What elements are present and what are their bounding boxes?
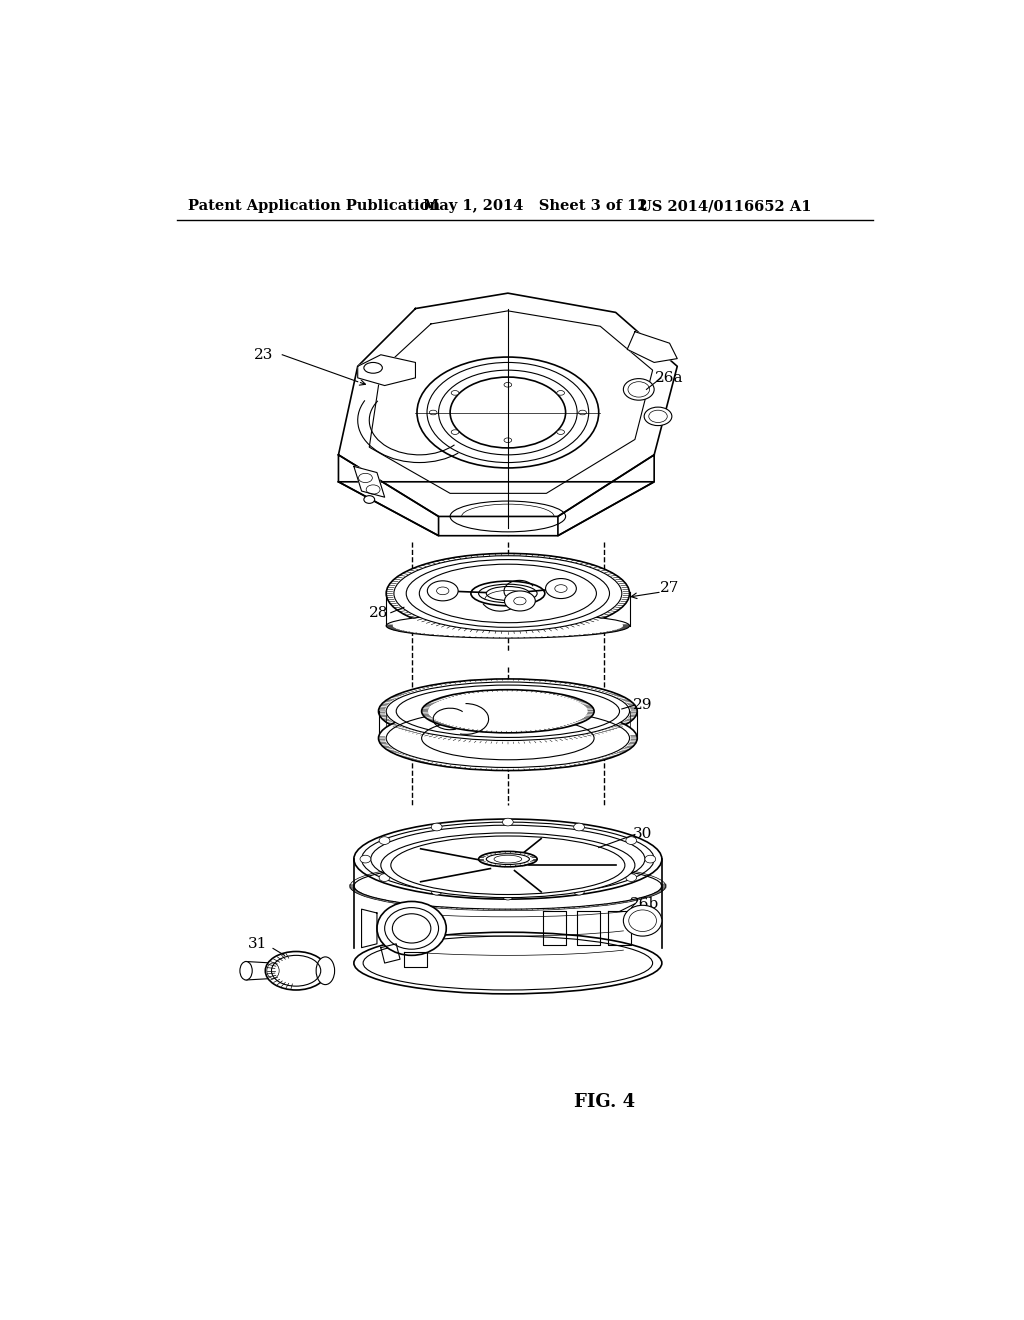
Ellipse shape (573, 887, 585, 895)
Ellipse shape (432, 583, 454, 598)
Text: 29: 29 (633, 698, 652, 711)
Text: 28: 28 (369, 606, 388, 619)
Ellipse shape (471, 581, 545, 606)
Polygon shape (246, 961, 273, 979)
Text: FIG. 4: FIG. 4 (573, 1093, 635, 1110)
Ellipse shape (431, 824, 442, 830)
Ellipse shape (486, 854, 529, 865)
Text: 26b: 26b (631, 896, 659, 911)
Ellipse shape (354, 932, 662, 994)
Ellipse shape (451, 378, 565, 447)
Ellipse shape (422, 689, 594, 733)
Ellipse shape (316, 957, 335, 985)
Ellipse shape (557, 430, 564, 434)
Ellipse shape (379, 678, 637, 743)
Polygon shape (357, 355, 416, 385)
Text: US 2014/0116652 A1: US 2014/0116652 A1 (639, 199, 811, 213)
Ellipse shape (364, 363, 382, 374)
Ellipse shape (386, 682, 630, 741)
Text: 16: 16 (440, 711, 460, 726)
Ellipse shape (386, 614, 630, 638)
Ellipse shape (626, 874, 637, 882)
Ellipse shape (503, 892, 513, 900)
Ellipse shape (546, 578, 577, 598)
Polygon shape (354, 466, 385, 498)
Ellipse shape (379, 837, 390, 845)
Ellipse shape (354, 818, 662, 899)
Ellipse shape (265, 952, 327, 990)
Ellipse shape (509, 594, 530, 609)
Ellipse shape (364, 495, 375, 503)
Text: 23: 23 (254, 347, 273, 362)
Polygon shape (339, 482, 654, 536)
Ellipse shape (557, 391, 564, 395)
Ellipse shape (624, 379, 654, 400)
Polygon shape (339, 455, 438, 536)
Ellipse shape (394, 556, 622, 631)
Text: Patent Application Publication: Patent Application Publication (188, 199, 440, 213)
Text: 31: 31 (248, 937, 267, 950)
Ellipse shape (478, 851, 538, 867)
Ellipse shape (386, 553, 630, 634)
Ellipse shape (417, 358, 599, 467)
Ellipse shape (379, 874, 390, 882)
Ellipse shape (645, 855, 655, 863)
Ellipse shape (504, 383, 512, 387)
Text: 26a: 26a (655, 371, 684, 385)
Ellipse shape (377, 902, 446, 956)
Text: 30: 30 (633, 828, 652, 841)
Ellipse shape (452, 430, 459, 434)
Ellipse shape (626, 837, 637, 845)
Ellipse shape (573, 824, 585, 830)
Ellipse shape (429, 411, 437, 414)
Ellipse shape (240, 961, 252, 979)
Ellipse shape (579, 411, 587, 414)
Polygon shape (558, 455, 654, 536)
Ellipse shape (505, 591, 536, 611)
Ellipse shape (504, 438, 512, 442)
Ellipse shape (550, 582, 571, 595)
Ellipse shape (360, 855, 371, 863)
Ellipse shape (452, 391, 459, 395)
Polygon shape (361, 909, 377, 948)
Ellipse shape (427, 581, 458, 601)
Ellipse shape (486, 586, 529, 601)
Polygon shape (339, 293, 677, 516)
Ellipse shape (503, 818, 513, 826)
Ellipse shape (379, 706, 637, 771)
Ellipse shape (419, 564, 596, 623)
Ellipse shape (431, 887, 442, 895)
Polygon shape (628, 331, 677, 363)
Ellipse shape (644, 407, 672, 425)
Ellipse shape (381, 833, 635, 898)
Ellipse shape (624, 906, 662, 936)
Text: May 1, 2014   Sheet 3 of 12: May 1, 2014 Sheet 3 of 12 (423, 199, 648, 213)
Text: 27: 27 (659, 581, 679, 595)
